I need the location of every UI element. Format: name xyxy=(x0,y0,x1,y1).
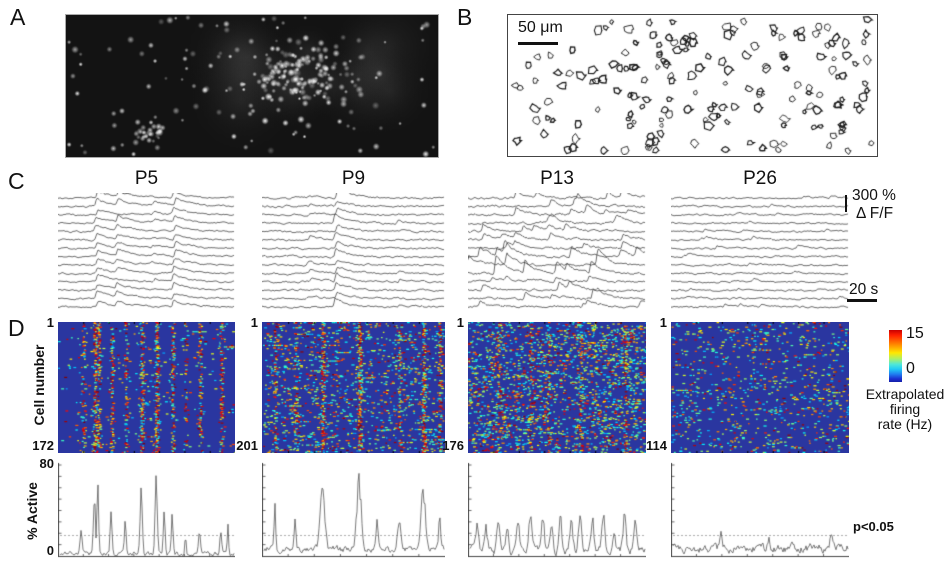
calcium-traces-p13 xyxy=(468,193,646,311)
firing-rate-heatmap-p13 xyxy=(468,322,646,453)
panel-b-label: B xyxy=(457,4,473,30)
firing-rate-heatmap-p9 xyxy=(262,322,445,453)
map1-first-cell: 1 xyxy=(46,315,54,330)
map4-first-cell: 1 xyxy=(659,315,667,330)
map2-first-cell: 1 xyxy=(250,315,258,330)
colorbar-title-line2: firing xyxy=(889,401,921,417)
calcium-traces-p9 xyxy=(262,193,445,311)
percent-active-plot-p9 xyxy=(262,462,445,559)
age-label-p5: P5 xyxy=(134,168,159,189)
map1-last-cell: 172 xyxy=(32,438,54,453)
age-label-p9: P9 xyxy=(341,168,366,189)
colorbar-min: 0 xyxy=(906,360,915,377)
age-label-p13: P13 xyxy=(540,168,574,189)
active-axis-min: 0 xyxy=(46,543,54,558)
map3-first-cell: 1 xyxy=(456,315,464,330)
significance-label: p<0.05 xyxy=(853,519,894,534)
age-label-p26: P26 xyxy=(743,168,777,189)
map2-last-cell: 201 xyxy=(236,438,258,453)
time-scale-bar xyxy=(847,299,877,302)
percent-active-plot-p13 xyxy=(468,462,646,559)
firing-rate-heatmap-p5 xyxy=(58,322,235,453)
map3-last-cell: 176 xyxy=(442,438,464,453)
panel-b-contour-map: 50 μm xyxy=(507,14,878,157)
panel-a-label: A xyxy=(10,4,26,30)
colorbar-title-line3: rate (Hz) xyxy=(877,416,933,432)
map4-last-cell: 114 xyxy=(646,438,667,453)
calcium-traces-p5 xyxy=(58,193,235,311)
calcium-traces-p26 xyxy=(671,193,849,311)
amplitude-scale-units: Δ F/F xyxy=(856,205,894,222)
panel-c-label: C xyxy=(8,168,25,194)
percent-active-plot-p5 xyxy=(58,462,235,559)
firing-rate-heatmap-p26 xyxy=(671,322,849,453)
colorbar-title-line1: Extrapolated xyxy=(865,386,945,402)
scale-bar-label: 50 μm xyxy=(518,19,563,36)
cell-contours-canvas xyxy=(508,15,876,155)
panel-d-label: D xyxy=(8,315,25,341)
amplitude-scale-value: 300 % xyxy=(852,187,896,204)
active-axis-max: 80 xyxy=(39,456,54,471)
panel-a-fluorescence-image xyxy=(65,14,439,158)
time-scale-value: 20 s xyxy=(849,281,879,298)
scale-bar-line xyxy=(518,42,558,45)
percent-active-plot-p26 xyxy=(671,462,849,559)
active-axis-label: % Active xyxy=(24,482,40,540)
firing-rate-colorbar xyxy=(889,330,902,382)
cell-number-axis-label: Cell number xyxy=(31,344,47,426)
colorbar-max: 15 xyxy=(906,325,924,342)
amplitude-scale-bar xyxy=(845,195,847,212)
